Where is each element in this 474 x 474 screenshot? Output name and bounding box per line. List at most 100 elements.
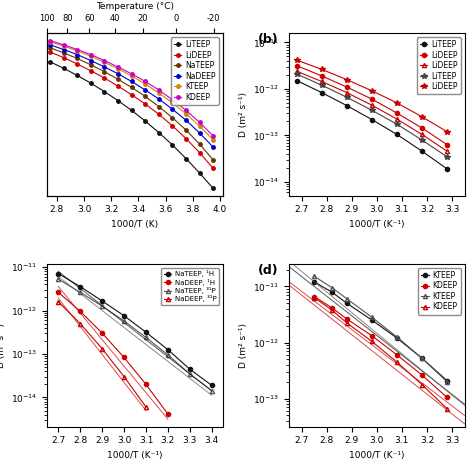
NaTEEP, ¹H [77,284,83,290]
LiTEEP [394,132,400,137]
NaTEEP [142,93,148,99]
NaTEEP [170,115,175,120]
NaDEEP, ¹H [100,330,105,336]
LiTEEP [369,108,375,113]
Line: LiDEEP: LiDEEP [295,64,449,147]
NaTEEP, ¹H [55,271,61,276]
Text: (d): (d) [258,264,278,277]
LiTEEP [183,155,189,161]
LiDEEP [394,100,400,106]
NaDEEP [197,130,202,136]
LiDEEP [61,55,66,61]
NaTEEP, ³¹P [100,303,105,309]
NaDEEP, ¹H [121,355,127,360]
KTEEP [394,335,400,341]
LiTEEP [344,94,350,100]
KDEEP [170,97,175,102]
KDEEP [115,64,121,70]
LiDEEP [344,84,350,90]
NaDEEP [210,144,216,150]
LiDEEP [319,66,325,72]
KTEEP [142,81,148,87]
NaDEEP [129,79,135,84]
LiDEEP [294,63,300,69]
NaDEEP [170,106,175,112]
X-axis label: 1000/T (K): 1000/T (K) [111,220,159,229]
KTEEP [47,39,53,45]
NaTEEP, ¹H [187,366,192,372]
LiDEEP [129,92,135,98]
NaTEEP, ³¹P [55,276,61,282]
KTEEP [74,48,80,54]
Legend: KTEEP, KDEEP, KTEEP, KDEEP: KTEEP, KDEEP, KTEEP, KDEEP [418,268,461,315]
LiDEEP [419,125,425,131]
NaTEEP, ¹H [209,383,215,388]
NaDEEP, ¹H [165,411,171,417]
LiDEEP [183,136,189,141]
KDEEP [311,295,317,301]
LiTEEP [88,80,94,86]
NaTEEP, ¹H [165,347,171,353]
Y-axis label: D (m² s⁻¹): D (m² s⁻¹) [238,323,247,368]
LiTEEP [369,117,375,122]
NaTEEP [47,45,53,51]
KTEEP [88,54,94,59]
KDEEP [369,333,375,338]
LiDEEP [444,129,450,135]
NaTEEP [74,55,80,61]
NaDEEP, ³¹P [143,404,149,410]
NaTEEP [210,157,216,163]
NaDEEP, ³¹P [100,346,105,352]
LiTEEP [142,118,148,124]
KDEEP [369,338,375,344]
Legend: LiTEEP, LiDEEP, LiDEEP, LiTEEP, LiDEEP: LiTEEP, LiDEEP, LiDEEP, LiTEEP, LiDEEP [417,37,461,94]
NaDEEP, ¹H [77,309,83,314]
NaTEEP [61,50,66,56]
KDEEP [344,320,350,326]
NaDEEP [61,46,66,52]
Line: NaDEEP, ¹H: NaDEEP, ¹H [56,290,170,416]
NaDEEP, ³¹P [77,321,83,327]
KTEEP [419,356,425,361]
NaTEEP [156,104,162,109]
KDEEP [197,119,202,125]
KTEEP [419,356,425,361]
KTEEP [61,43,66,49]
NaTEEP, ¹H [121,313,127,319]
KTEEP [156,90,162,96]
KDEEP [47,38,53,44]
KTEEP [444,378,450,383]
LiTEEP [444,154,450,160]
LiDEEP [197,150,202,155]
Line: KDEEP: KDEEP [312,296,449,411]
LiTEEP [319,82,325,88]
KTEEP [129,73,135,79]
KDEEP [394,352,400,358]
KDEEP [444,406,450,411]
LiDEEP [294,57,300,63]
NaTEEP [101,69,107,74]
KTEEP [344,301,350,306]
NaTEEP, ¹H [100,298,105,304]
KDEEP [142,79,148,84]
Line: KTEEP: KTEEP [312,280,449,383]
LiDEEP [344,77,350,82]
Line: KDEEP: KDEEP [48,39,215,138]
KDEEP [344,316,350,322]
KDEEP [74,46,80,52]
NaDEEP, ³¹P [121,374,127,380]
Y-axis label: D (m² s⁻¹): D (m² s⁻¹) [238,92,247,137]
KDEEP [61,42,66,48]
Line: NaTEEP, ³¹P: NaTEEP, ³¹P [56,277,214,392]
LiTEEP [444,166,450,172]
LiTEEP [47,59,53,65]
KTEEP [329,285,335,291]
LiDEEP [142,101,148,107]
Line: NaTEEP, ¹H: NaTEEP, ¹H [56,272,214,387]
NaTEEP, ³¹P [143,335,149,340]
KDEEP [329,305,335,310]
X-axis label: 1000/T (K⁻¹): 1000/T (K⁻¹) [107,451,163,460]
Line: LiTEEP: LiTEEP [48,60,215,190]
LiDEEP [115,83,121,89]
LiDEEP [444,148,450,154]
